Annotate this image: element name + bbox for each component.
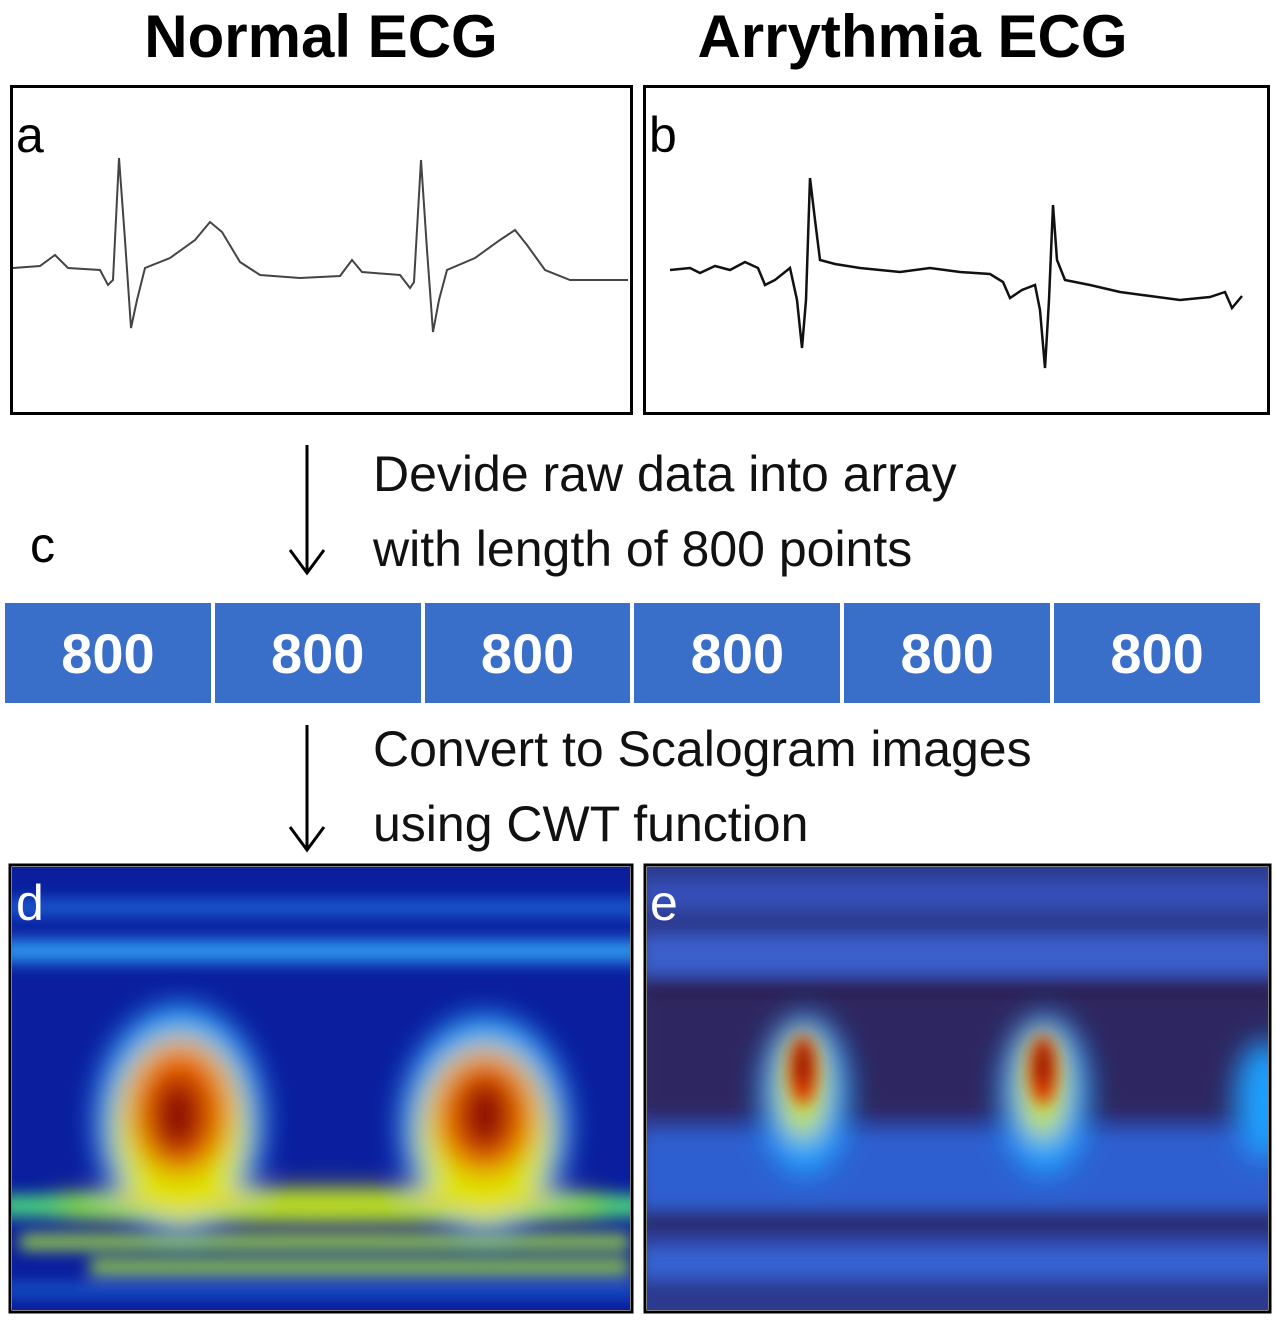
array-segment: 800	[5, 603, 215, 703]
panel-label-e: e	[650, 875, 678, 931]
array-segment: 800	[424, 603, 635, 703]
scalogram-arrhythmia	[647, 867, 1268, 1310]
panel-label-c: c	[30, 517, 55, 573]
panel-label-b: b	[649, 107, 677, 163]
arrow-down-icon	[288, 445, 326, 576]
array-segment: 800	[844, 603, 1055, 703]
convert-step-line-1: Convert to Scalogram images	[373, 721, 1032, 777]
arrow-down-icon	[288, 725, 326, 853]
array-segment: 800	[214, 603, 425, 703]
scalogram-normal	[12, 867, 630, 1310]
divide-step-line-1: Devide raw data into array	[373, 446, 957, 502]
array-segment: 800	[634, 603, 845, 703]
normal-ecg-title: Normal ECG	[144, 3, 498, 70]
panel-b-arrhythmia-ecg: b	[643, 85, 1270, 415]
divide-step-line-2: with length of 800 points	[373, 521, 913, 577]
convert-step-line-2: using CWT function	[373, 796, 809, 852]
array-segment: 800	[1054, 603, 1260, 703]
panel-label-a: a	[16, 107, 44, 163]
panel-label-d: d	[16, 875, 44, 931]
arrhythmia-ecg-title: Arrythmia ECG	[697, 3, 1128, 70]
normal-ecg-trace	[12, 157, 628, 333]
data-array-bar: 800 800 800 800 800 800	[5, 603, 1260, 703]
arrhythmia-ecg-trace	[669, 177, 1243, 369]
